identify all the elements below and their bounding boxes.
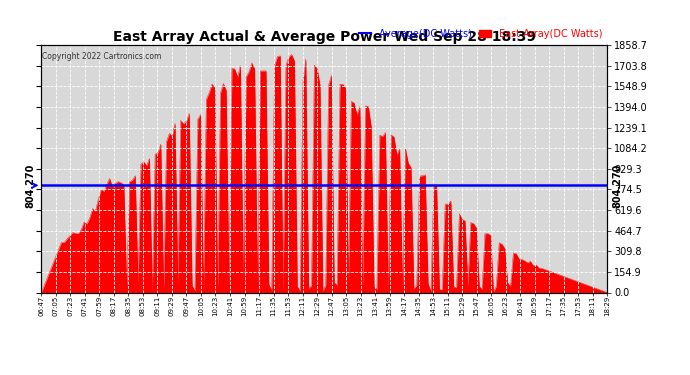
Text: 804.270: 804.270 <box>613 163 623 208</box>
Title: East Array Actual & Average Power Wed Sep 28 18:39: East Array Actual & Average Power Wed Se… <box>112 30 536 44</box>
Legend: Average(DC Watts), East Array(DC Watts): Average(DC Watts), East Array(DC Watts) <box>359 29 602 39</box>
Text: Copyright 2022 Cartronics.com: Copyright 2022 Cartronics.com <box>42 53 161 62</box>
Text: 804.270: 804.270 <box>26 163 36 208</box>
